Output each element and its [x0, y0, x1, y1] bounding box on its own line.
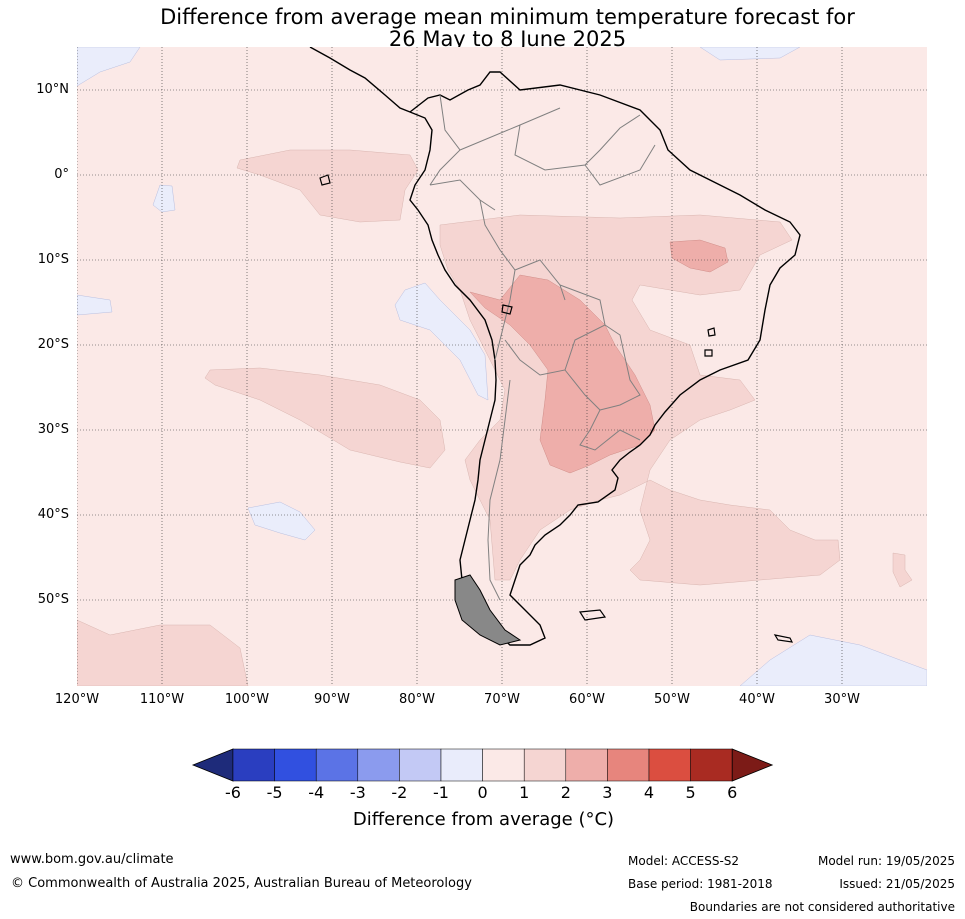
footer-website: www.bom.gov.au/climate — [10, 852, 174, 867]
footer-model: Model: ACCESS-S2 — [628, 854, 740, 868]
negative-anomaly-patch-sw — [247, 501, 316, 541]
colorbar-tick-label: -5 — [266, 783, 283, 802]
footer-copyright: © Commonwealth of Australia 2025, Austra… — [11, 876, 472, 891]
lat-label-20s: 20°S — [37, 337, 69, 352]
colorbar-tick-label: 0 — [477, 783, 488, 802]
anomaly-1-2-patch-east — [892, 552, 913, 588]
lat-label-10n: 10°N — [36, 82, 69, 97]
south-america-coastline — [309, 47, 801, 646]
colorbar-segment — [607, 748, 650, 782]
colorbar-segment — [440, 748, 483, 782]
lat-label-10s: 10°S — [37, 252, 69, 267]
colorbar-title: Difference from average (°C) — [352, 809, 615, 830]
negative-anomaly-patch-north — [77, 47, 141, 87]
colorbar-segment — [690, 748, 733, 782]
anomaly-1-2-patch-sw — [77, 619, 249, 686]
country-borders — [429, 94, 656, 601]
patagonia-islands — [454, 574, 522, 646]
lon-label-30w: 30°W — [824, 692, 860, 707]
lon-label-40w: 40°W — [739, 692, 775, 707]
colorbar-tick-label: 3 — [602, 783, 613, 802]
anomaly-map — [77, 47, 927, 686]
colorbar-tick-label: 5 — [685, 783, 696, 802]
anomaly-2-3-patch-central — [469, 274, 656, 474]
negative-anomaly-patch-ne — [699, 47, 801, 61]
lat-label-30s: 30°S — [37, 422, 69, 437]
lat-label-0: 0° — [54, 167, 69, 182]
colorbar-tick-label: 1 — [519, 783, 530, 802]
colorbar-segment — [315, 748, 359, 782]
negative-anomaly-patch-w — [77, 294, 113, 316]
colorbar-tick-label: 2 — [560, 783, 571, 802]
negative-anomaly-patch-se — [739, 634, 927, 686]
colorbar-tick-label: -1 — [433, 783, 449, 802]
footer-issued: Issued: 21/05/2025 — [839, 877, 955, 891]
lon-label-110w: 110°W — [139, 692, 185, 707]
islands — [319, 174, 794, 643]
anomaly-2-3-patch-brazil — [669, 239, 729, 273]
colorbar-tick-label: -2 — [391, 783, 408, 802]
colorbar-tick-label: -4 — [308, 783, 325, 802]
lon-label-90w: 90°W — [314, 692, 350, 707]
anomaly-1-2-patch-pacific — [204, 367, 446, 469]
colorbar-segment — [482, 748, 525, 782]
colorbar-segment — [648, 748, 691, 782]
lon-label-70w: 70°W — [484, 692, 520, 707]
colorbar-tick-label: -3 — [349, 783, 366, 802]
footer-base-period: Base period: 1981-2018 — [628, 877, 773, 891]
colorbar-extend-high — [731, 748, 774, 782]
graticule — [77, 47, 927, 686]
negative-anomaly-patch-chile — [394, 282, 489, 401]
colorbar-extend-low — [191, 748, 234, 782]
colorbar-segment — [274, 748, 317, 782]
lon-label-100w: 100°W — [224, 692, 270, 707]
colorbar-segment — [399, 748, 442, 782]
colorbar-tick-label: 4 — [643, 783, 655, 802]
colorbar-segment — [523, 748, 567, 782]
map-title-line-1: Difference from average mean minimum tem… — [160, 5, 855, 29]
negative-anomaly-patch-eq — [152, 184, 176, 213]
colorbar-tick-label: 6 — [727, 783, 738, 802]
colorbar-segment — [357, 748, 400, 782]
footer-disclaimer: Boundaries are not considered authoritat… — [689, 900, 955, 914]
lon-label-60w: 60°W — [569, 692, 605, 707]
colorbar-segment — [565, 748, 608, 782]
lat-label-50s: 50°S — [37, 592, 69, 607]
footer-model-run: Model run: 19/05/2025 — [817, 854, 955, 868]
lon-label-120w: 120°W — [54, 692, 100, 707]
lat-label-40s: 40°S — [37, 507, 69, 522]
colorbar-tick-label: -6 — [225, 783, 241, 802]
colorbar-segment — [232, 748, 275, 782]
lon-label-80w: 80°W — [399, 692, 435, 707]
lon-label-50w: 50°W — [654, 692, 690, 707]
